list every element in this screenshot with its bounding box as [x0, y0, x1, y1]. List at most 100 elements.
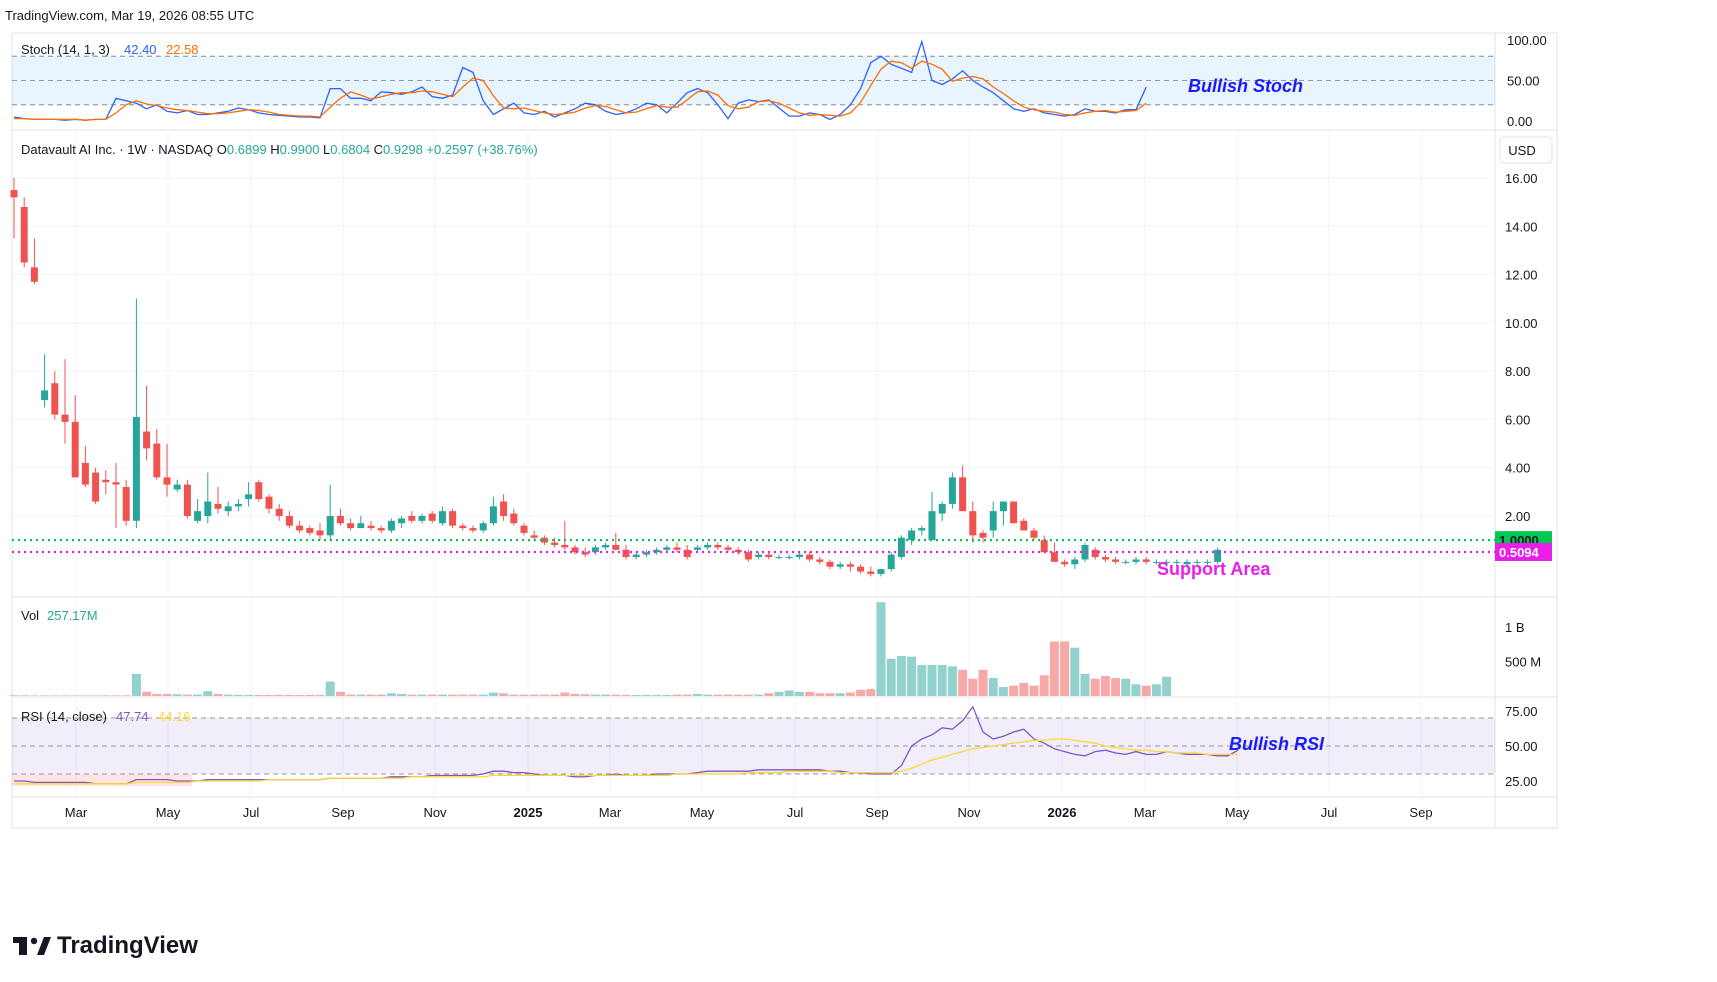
candle-body: [1081, 544, 1089, 560]
volume-bar: [835, 693, 845, 696]
candle-body: [428, 513, 436, 521]
candle-body: [255, 482, 263, 500]
candle-body: [449, 511, 457, 526]
volume-bar: [315, 694, 325, 696]
candle-body: [1214, 549, 1222, 562]
volume-bar: [1039, 675, 1049, 696]
candle-body: [969, 511, 977, 536]
volume-bar: [692, 693, 702, 696]
volume-bar: [927, 664, 937, 696]
candle-body: [1071, 559, 1079, 565]
volume-bar: [682, 694, 692, 696]
volume-bar: [631, 694, 641, 696]
stoch-tick-label: 0.00: [1507, 114, 1532, 129]
stoch-d-line: [14, 60, 1147, 121]
candle-body: [102, 479, 110, 483]
volume-bar: [1162, 676, 1172, 696]
volume-legend-name: Vol: [21, 608, 39, 623]
volume-bar: [50, 695, 60, 696]
price-legend-part: 0.9298: [383, 142, 426, 157]
candle-body: [989, 511, 997, 531]
volume-bar: [346, 694, 356, 696]
candle-body: [20, 206, 28, 263]
volume-bar: [468, 694, 478, 696]
candle-body: [71, 421, 79, 478]
volume-bar: [529, 694, 539, 696]
candle-body: [398, 518, 406, 524]
volume-bar: [1090, 678, 1100, 696]
candle-body: [836, 564, 844, 567]
candle-body: [928, 511, 936, 541]
x-tick-label: Mar: [65, 805, 88, 820]
candle-body: [296, 525, 304, 531]
candle-body: [693, 547, 701, 550]
stoch-d-value: 22.58: [166, 42, 199, 57]
candle-body: [30, 267, 38, 282]
rsi-ma-value: 44.16: [158, 709, 191, 724]
volume-bar: [907, 656, 917, 696]
candle-body: [81, 462, 89, 485]
candle-body: [1122, 561, 1130, 563]
volume-bar: [356, 694, 366, 696]
volume-bar: [703, 694, 713, 696]
volume-bar: [499, 693, 509, 696]
volume-tick-label: 1 B: [1505, 620, 1525, 635]
volume-bar: [876, 602, 886, 696]
tradingview-logo-icon: [13, 937, 51, 955]
rsi-tick-label: 75.00: [1505, 704, 1538, 719]
x-tick-label: Jul: [787, 805, 804, 820]
volume-bar: [958, 669, 968, 696]
candle-body: [642, 552, 650, 555]
candle-body: [132, 417, 140, 521]
volume-bar: [488, 692, 498, 696]
candle-body: [877, 569, 885, 574]
candle-body: [938, 503, 946, 514]
tradingview-logo[interactable]: TradingView: [13, 932, 198, 960]
volume-bar: [40, 695, 50, 696]
candle-body: [1132, 559, 1140, 562]
price-line-tag: [1495, 542, 1552, 561]
price-legend: Datavault AI Inc. · 1W · NASDAQ O0.6899 …: [21, 142, 538, 157]
candle-body: [1163, 561, 1171, 563]
candle-body: [377, 528, 385, 531]
candle-body: [673, 547, 681, 550]
volume-bar: [325, 681, 335, 696]
price-legend-part: C: [374, 142, 383, 157]
volume-bar: [917, 664, 927, 696]
volume-bar: [764, 693, 774, 696]
x-tick-label: May: [690, 805, 715, 820]
candle-body: [867, 571, 875, 574]
volume-bar: [29, 695, 39, 696]
volume-bar: [142, 691, 152, 696]
volume-bar: [570, 693, 580, 696]
candle-body: [285, 516, 293, 526]
volume-bar: [213, 693, 223, 696]
candle-body: [234, 503, 242, 507]
volume-bar: [305, 694, 315, 696]
volume-bar: [743, 694, 753, 696]
volume-bar: [274, 694, 284, 696]
x-tick-label: May: [1225, 805, 1250, 820]
candle-body: [326, 516, 334, 536]
volume-bar: [60, 695, 70, 696]
candle-body: [1112, 559, 1120, 562]
volume-bar: [580, 694, 590, 696]
volume-bar: [397, 693, 407, 696]
price-legend-part: Datavault AI Inc. · 1W · NASDAQ: [21, 142, 217, 157]
candle-body: [347, 523, 355, 529]
volume-bar: [560, 692, 570, 696]
volume-tick-label: 500 M: [1505, 655, 1541, 670]
candle-body: [214, 503, 222, 509]
candle-body: [520, 525, 528, 533]
candle-body: [204, 501, 212, 516]
volume-bar: [866, 689, 876, 696]
volume-bar: [774, 691, 784, 696]
volume-bar: [458, 694, 468, 696]
candle-body: [51, 383, 59, 415]
stoch-tick-label: 50.00: [1507, 74, 1540, 89]
volume-bar: [70, 695, 80, 696]
logo-text: TradingView: [57, 932, 198, 959]
volume-bar: [366, 694, 376, 696]
stoch-tick-label: 100.00: [1507, 33, 1547, 48]
